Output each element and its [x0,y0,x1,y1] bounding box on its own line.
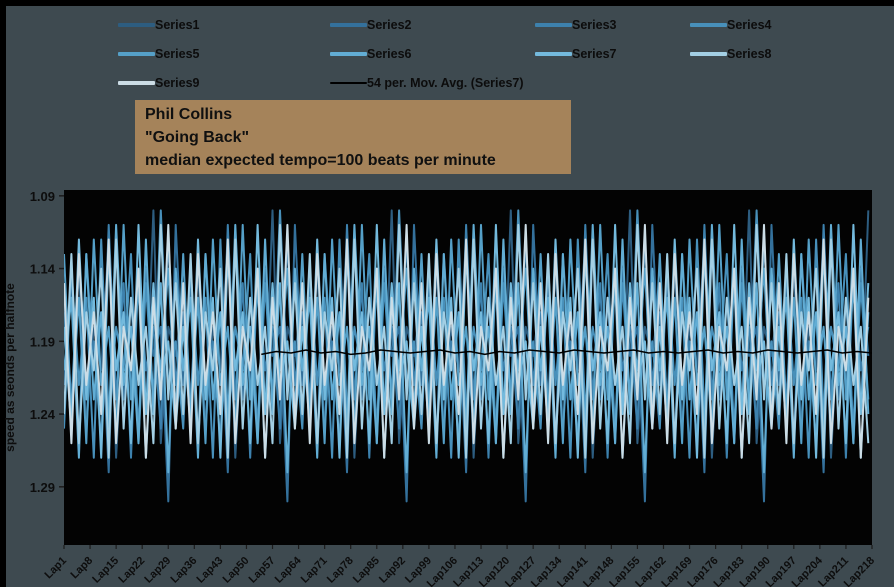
legend-label: Series4 [727,18,772,32]
x-tick-label: Lap15 [90,555,121,586]
legend-label: Series9 [155,76,200,90]
top-edge-border [0,0,894,6]
legend-label: Series5 [155,47,200,61]
x-tick-label: Lap78 [325,555,356,586]
y-tick-label: 1.14 [30,262,56,277]
x-tick-label: Lap64 [273,554,305,586]
y-tick-label: 1.09 [30,189,55,204]
chart-title-song: "Going Back" [145,129,250,146]
y-tick-label: 1.29 [30,480,55,495]
x-tick-label: Lap85 [351,555,382,586]
legend-label: 54 per. Mov. Avg. (Series7) [367,76,524,90]
chart-title-tempo: median expected tempo=100 beats per minu… [145,152,496,169]
x-tick-label: Lap57 [247,555,278,586]
series2-swatch [330,23,367,27]
legend-label: Series7 [572,47,617,61]
chart-legend: Series1 Series2 Series3 Series4 Series5 … [112,16,882,98]
left-edge-border [0,0,6,587]
legend-label: Series1 [155,18,200,32]
x-tick-label: Lap1 [42,555,69,582]
series8-swatch [690,52,727,56]
x-tick-label: Lap71 [299,555,330,586]
x-tick-label: Lap29 [142,555,173,586]
legend-label: Series6 [367,47,412,61]
series6-swatch [330,52,367,56]
y-tick-label: 1.24 [30,407,56,422]
x-tick-label: Lap43 [195,555,226,586]
legend-item-series9: Series9 [118,74,199,92]
chart-title-artist: Phil Collins [145,106,233,123]
x-tick-label: Lap92 [377,555,408,586]
series4-swatch [690,23,727,27]
moving-average-swatch [330,82,367,84]
legend-item-series2: Series2 [330,16,411,34]
legend-item-series6: Series6 [330,45,411,63]
chart-title-box: Phil Collins "Going Back" median expecte… [135,100,571,174]
x-tick-label: Lap50 [221,555,252,586]
legend-item-series4: Series4 [690,16,771,34]
x-tick-label: Lap36 [168,555,199,586]
legend-item-series1: Series1 [118,16,199,34]
legend-label: Series8 [727,47,772,61]
legend-item-series3: Series3 [535,16,616,34]
legend-item-moving-average: 54 per. Mov. Avg. (Series7) [330,74,524,92]
series9-swatch [118,81,155,85]
x-tick-label: Lap22 [116,555,147,586]
legend-label: Series3 [572,18,617,32]
y-axis-title: speed as seonds per halfnote [3,283,17,452]
legend-item-series8: Series8 [690,45,771,63]
series1-swatch [118,23,155,27]
series5-swatch [118,52,155,56]
legend-item-series5: Series5 [118,45,199,63]
series3-swatch [535,23,572,27]
legend-item-series7: Series7 [535,45,616,63]
series-line-8 [64,223,870,459]
series-line-9 [64,223,870,459]
series7-swatch [535,52,572,56]
moving-average-line [261,349,872,356]
y-tick-label: 1.19 [30,334,55,349]
legend-label: Series2 [367,18,412,32]
